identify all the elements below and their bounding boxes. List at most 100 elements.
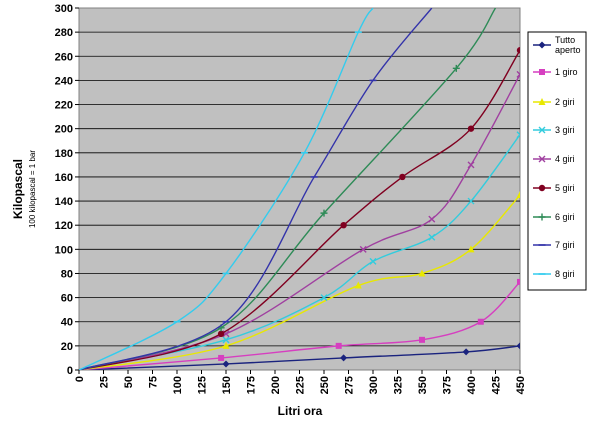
series-group <box>79 131 520 370</box>
y-tick-label: 240 <box>55 75 73 87</box>
legend-swatch-marker <box>538 184 546 192</box>
data-point <box>467 197 475 205</box>
x-tick-label: 100 <box>172 376 184 394</box>
data-point <box>335 342 342 349</box>
legend-swatch-marker <box>538 126 546 134</box>
legend-label: 5 giri <box>555 183 575 193</box>
x-tick-label: 50 <box>123 376 135 388</box>
data-point <box>218 354 225 361</box>
data-point <box>320 294 328 302</box>
data-point <box>222 341 230 349</box>
data-point <box>516 70 520 78</box>
legend-swatch-marker <box>539 69 545 75</box>
series-group <box>79 8 433 370</box>
data-point <box>467 161 475 169</box>
legend-swatch-marker <box>538 155 546 163</box>
data-point <box>399 173 406 181</box>
data-point <box>217 330 225 337</box>
legend-label: 1 giro <box>555 67 578 77</box>
data-point <box>369 257 377 265</box>
series-group <box>79 8 374 370</box>
data-point <box>320 209 328 217</box>
legend-label: 7 giri <box>555 240 575 250</box>
x-tick-label: 75 <box>148 376 160 388</box>
x-tick-label: 175 <box>246 376 258 394</box>
data-point <box>354 281 362 289</box>
x-tick-label: 250 <box>319 376 331 394</box>
series-line <box>79 74 520 370</box>
series-group <box>79 342 520 370</box>
y-axis-title: Kilopascal <box>11 159 25 219</box>
data-point <box>340 354 348 362</box>
x-tick-label: 150 <box>221 376 233 394</box>
data-point <box>419 336 425 343</box>
gridlines <box>79 31 520 347</box>
y-tick-label: 140 <box>55 196 73 208</box>
x-axis-title: Litri ora <box>278 404 323 418</box>
series-group <box>79 47 520 370</box>
x-tick-label: 325 <box>393 376 405 394</box>
x-tick-label: 225 <box>295 376 307 394</box>
legend-box <box>527 31 587 291</box>
series-group <box>79 278 520 370</box>
x-tick-label: 275 <box>344 376 356 394</box>
legend-label-line2: aperto <box>555 45 581 55</box>
y-tick-label: 20 <box>61 341 73 353</box>
y-tick-label: 0 <box>67 365 73 377</box>
data-point <box>516 47 520 54</box>
y-tick-label: 80 <box>61 268 73 280</box>
y-tick-label: 200 <box>55 124 73 136</box>
data-point <box>428 233 436 241</box>
series-layer <box>79 8 520 370</box>
y-axis-ticks: 0 20 40 60 80 100 120 140 160 180 200 220 240 260 280 3… <box>55 3 79 377</box>
x-tick-label: 425 <box>491 376 503 394</box>
series-group <box>79 191 520 370</box>
data-point <box>467 125 475 132</box>
series-group <box>79 70 520 370</box>
y-tick-label: 100 <box>55 244 73 256</box>
data-point <box>222 336 230 344</box>
y-tick-label: 60 <box>61 293 73 305</box>
x-tick-label: 200 <box>270 376 282 394</box>
x-tick-label: 300 <box>368 376 380 394</box>
y-tick-label: 120 <box>55 220 73 232</box>
data-point <box>340 222 347 229</box>
data-point <box>418 269 426 277</box>
x-tick-label: 25 <box>99 376 111 388</box>
x-tick-label: 0 <box>74 376 86 382</box>
x-axis-ticks: 0 25 50 75 100 125 150 175 200 225 250 275 300 325 350… <box>74 370 527 394</box>
x-tick-label: 375 <box>442 376 454 394</box>
data-point <box>452 64 460 72</box>
legend-label: 4 giri <box>555 154 575 164</box>
data-point <box>428 215 436 223</box>
y-tick-label: 160 <box>55 172 73 184</box>
data-point <box>477 318 484 325</box>
x-tick-label: 400 <box>466 376 478 394</box>
y-tick-label: 180 <box>55 148 73 160</box>
x-tick-label: 350 <box>417 376 429 394</box>
legend-label: Tutto <box>555 35 575 45</box>
legend-swatch-marker <box>538 98 546 105</box>
y-tick-label: 260 <box>55 51 73 63</box>
y-tick-label: 300 <box>55 3 73 15</box>
y-tick-label: 40 <box>61 317 73 329</box>
data-point <box>516 191 520 199</box>
legend-swatch-marker <box>538 41 546 49</box>
data-point <box>222 360 230 368</box>
data-point <box>467 245 475 253</box>
series-line <box>79 345 520 370</box>
legend-label: 6 giri <box>555 212 575 222</box>
y-tick-label: 280 <box>55 27 73 39</box>
legend-label: 8 giri <box>555 269 575 279</box>
data-point <box>516 131 520 139</box>
y-axis-subtitle: 100 kilopascal = 1 bar <box>28 150 37 228</box>
data-point <box>516 342 520 350</box>
data-point <box>359 245 367 253</box>
plot-area <box>78 7 521 371</box>
legend-label: 3 giri <box>555 125 575 135</box>
legend-label: 2 giri <box>555 97 575 107</box>
legend-swatch-marker <box>538 213 546 221</box>
